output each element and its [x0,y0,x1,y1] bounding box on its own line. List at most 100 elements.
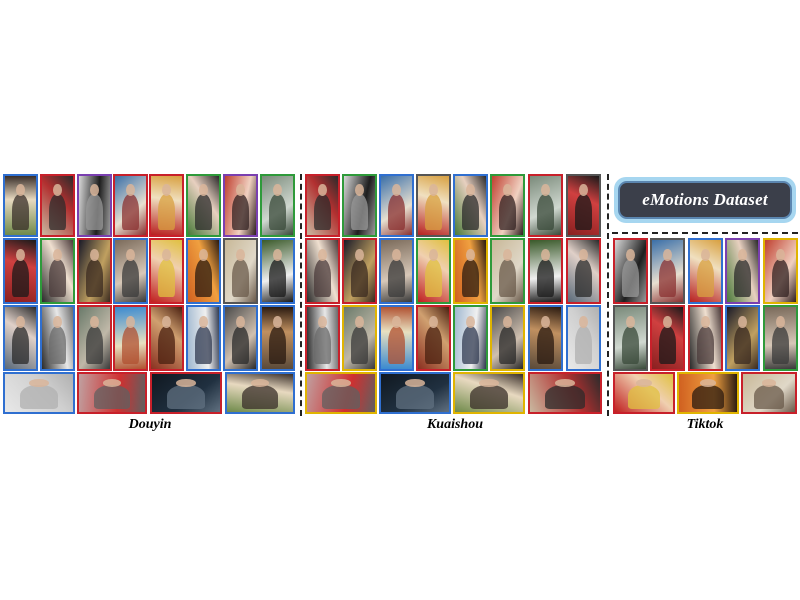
thumbnail-subject-head [392,315,401,329]
thumbnail-subject [121,258,140,298]
divider-douyin-kuaishou [300,174,302,416]
thumbnail-subject [85,325,104,365]
thumbnail-subject-head [162,315,171,329]
thumbnail-subject-head [701,248,710,262]
dataset-title: eMotions Dataset [618,181,792,219]
thumbnail-subject-head [738,248,747,262]
thumbnail-subject-head [429,184,438,197]
thumbnail-subject-head [53,315,62,329]
video-thumbnail [379,174,414,237]
video-thumbnail [528,238,563,304]
thumbnail-subject [498,193,517,231]
thumbnail-subject [498,258,517,298]
thumbnail-subject [536,258,555,298]
thumbnail-subject-head [16,315,25,329]
video-thumbnail [613,372,675,414]
thumbnail-subject-head [16,248,25,262]
thumbnail-subject [48,193,67,231]
video-thumbnail [528,372,602,414]
video-thumbnail [3,238,38,304]
video-thumbnail [3,174,38,237]
thumbnail-subject [658,258,677,298]
thumbnail-subject [387,193,406,231]
thumbnail-subject [350,325,369,365]
thumbnail-subject [11,193,30,231]
thumbnail-subject-head [250,379,270,387]
video-thumbnail [40,174,75,237]
video-thumbnail [186,238,221,304]
thumbnail-subject [85,258,104,298]
video-thumbnail [305,174,340,237]
thumbnail-subject [268,258,287,298]
thumbnail-subject [313,193,332,231]
thumbnail-subject [268,325,287,365]
thumbnail-subject-head [273,184,282,197]
video-thumbnail [725,305,760,371]
video-thumbnail [3,372,75,414]
video-thumbnail [763,238,798,304]
thumbnail-subject-head [392,248,401,262]
video-thumbnail [77,372,147,414]
video-thumbnail [149,305,184,371]
thumbnail-subject-head [429,315,438,329]
thumbnail-subject-head [663,248,672,262]
thumbnail-subject-head [162,248,171,262]
thumbnail-subject-head [102,379,122,387]
thumbnail-subject [11,325,30,365]
thumbnail-subject [387,325,406,365]
video-thumbnail [416,174,451,237]
thumbnail-subject-head [466,315,475,329]
video-thumbnail [260,174,295,237]
video-thumbnail [566,238,601,304]
video-thumbnail [305,372,377,414]
thumbnail-subject-head [236,184,245,197]
thumbnail-subject [574,258,593,298]
thumbnail-subject-head [16,184,25,197]
video-thumbnail [223,174,258,237]
video-thumbnail [186,305,221,371]
thumbnail-subject [321,385,361,409]
thumbnail-subject-head [541,184,550,197]
thumbnail-subject-head [162,184,171,197]
thumbnail-subject [19,385,59,409]
thumbnail-subject [85,193,104,231]
thumbnail-subject [313,325,332,365]
video-thumbnail [40,305,75,371]
thumbnail-subject [424,325,443,365]
thumbnail-subject-head [738,315,747,329]
thumbnail-subject [231,258,250,298]
thumbnail-subject [536,325,555,365]
video-thumbnail [613,305,648,371]
thumbnail-subject-head [635,379,653,387]
video-thumbnail [688,238,723,304]
thumbnail-subject [157,258,176,298]
video-thumbnail [650,238,685,304]
thumbnail-subject-head [392,184,401,197]
thumbnail-subject-head [466,248,475,262]
video-thumbnail [763,305,798,371]
video-thumbnail [77,174,112,237]
thumbnail-subject [696,325,715,365]
divider-title-tiktok [612,232,798,234]
video-thumbnail [490,238,525,304]
thumbnail-subject-head [199,184,208,197]
thumbnail-subject-head [579,184,588,197]
thumbnail-subject-head [53,248,62,262]
thumbnail-subject [268,193,287,231]
thumbnail-subject [121,193,140,231]
thumbnail-subject-head [90,248,99,262]
thumbnail-subject [350,193,369,231]
thumbnail-subject [771,325,790,365]
thumbnail-subject-head [236,248,245,262]
thumbnail-subject [48,325,67,365]
thumbnail-subject-head [126,184,135,197]
thumbnail-subject [424,258,443,298]
thumbnail-subject [387,258,406,298]
video-thumbnail [566,305,601,371]
video-thumbnail [186,174,221,237]
thumbnail-subject-head [53,184,62,197]
thumbnail-subject [621,258,640,298]
thumbnail-subject [194,258,213,298]
thumbnail-subject [461,193,480,231]
thumbnail-subject [733,258,752,298]
